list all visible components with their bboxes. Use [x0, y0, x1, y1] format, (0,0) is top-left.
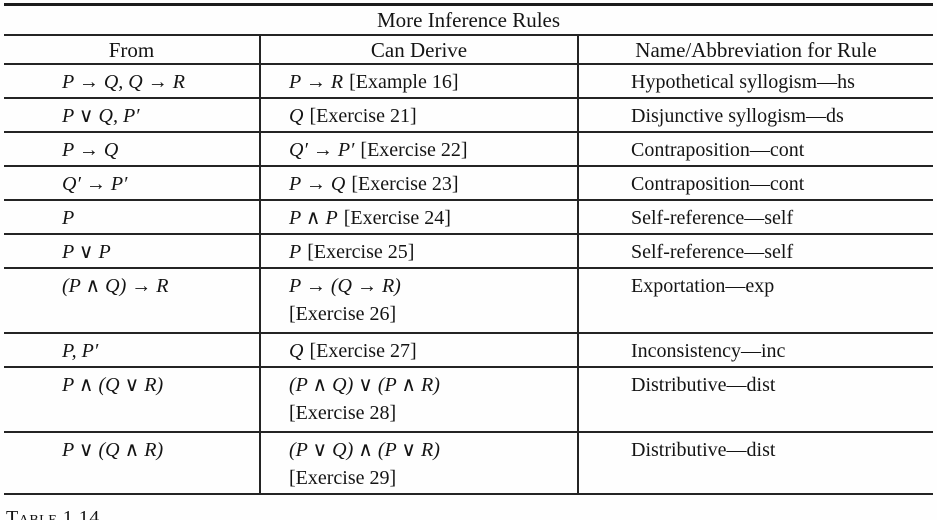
- table-row: P → Q, Q → R P → R [Example 16] Hypotheti…: [4, 64, 933, 99]
- rule-name: Distributive—dist: [631, 439, 776, 461]
- rule-name-cell: Exportation—exp: [577, 268, 933, 334]
- derive-formula: P: [289, 241, 302, 263]
- derive-note: [Exercise 25]: [307, 241, 415, 263]
- from-formula: P → Q: [62, 139, 119, 161]
- rule-name: Contraposition—cont: [631, 139, 805, 161]
- from-formula: Q′ → P′: [62, 173, 128, 195]
- from-formula: P ∨ P: [62, 241, 111, 263]
- rule-name-cell: Disjunctive syllogism—ds: [577, 98, 933, 133]
- derive-formula: P → (Q → R): [289, 275, 401, 297]
- from-cell: (P ∧ Q) → R: [4, 268, 260, 334]
- table-row: P ∨ (Q ∧ R) (P ∨ Q) ∧ (P ∨ R) [Exercise 2…: [4, 432, 933, 495]
- rule-name-cell: Contraposition—cont: [577, 132, 933, 167]
- derive-cell: P → (Q → R) [Exercise 26]: [259, 268, 578, 334]
- rule-name: Distributive—dist: [631, 374, 776, 396]
- table-row: P → Q Q′ → P′ [Exercise 22] Contrapositio…: [4, 132, 933, 167]
- derive-formula: (P ∨ Q) ∧ (P ∨ R): [289, 439, 440, 461]
- derive-note: [Exercise 27]: [309, 340, 417, 362]
- table-row: Q′ → P′ P → Q [Exercise 23] Contrapositio…: [4, 166, 933, 201]
- derive-formula: (P ∧ Q) ∨ (P ∧ R): [289, 374, 440, 396]
- rule-name: Self-reference—self: [631, 207, 794, 229]
- table-body: P → Q, Q → R P → R [Example 16] Hypotheti…: [4, 64, 933, 495]
- column-header-can-derive: Can Derive: [259, 35, 578, 65]
- from-cell: P, P′: [4, 333, 260, 368]
- rule-name: Disjunctive syllogism—ds: [631, 105, 844, 127]
- derive-cell: (P ∧ Q) ∨ (P ∧ R) [Exercise 28]: [259, 367, 578, 433]
- table-row: P ∨ P P [Exercise 25] Self-reference—self: [4, 234, 933, 269]
- table-title: More Inference Rules: [4, 4, 933, 36]
- derive-note: [Exercise 23]: [351, 173, 459, 195]
- derive-cell: (P ∨ Q) ∧ (P ∨ R) [Exercise 29]: [259, 432, 578, 495]
- derive-note: [Exercise 22]: [360, 139, 468, 161]
- from-formula: P ∨ Q, P′: [62, 105, 140, 127]
- derive-note: [Example 16]: [349, 71, 459, 93]
- derive-note: [Exercise 28]: [289, 402, 397, 424]
- from-cell: P → Q, Q → R: [4, 64, 260, 99]
- from-formula: P → Q, Q → R: [62, 71, 185, 93]
- from-cell: P ∨ (Q ∧ R): [4, 432, 260, 495]
- from-cell: P ∨ Q, P′: [4, 98, 260, 133]
- derive-cell: Q′ → P′ [Exercise 22]: [259, 132, 578, 167]
- derive-formula: Q: [289, 340, 304, 362]
- from-formula: (P ∧ Q) → R: [62, 275, 169, 297]
- table-caption: Table 1.14: [6, 507, 100, 520]
- rule-name: Self-reference—self: [631, 241, 794, 263]
- rule-name: Exportation—exp: [631, 275, 775, 297]
- rule-name-cell: Self-reference—self: [577, 234, 933, 269]
- rule-name-cell: Distributive—dist: [577, 432, 933, 495]
- derive-formula: P → R: [289, 71, 344, 93]
- derive-cell: P → R [Example 16]: [259, 64, 578, 99]
- derive-formula: P → Q: [289, 173, 346, 195]
- title-row: More Inference Rules: [4, 4, 933, 36]
- rule-name-cell: Contraposition—cont: [577, 166, 933, 201]
- from-cell: P ∨ P: [4, 234, 260, 269]
- rule-name-cell: Self-reference—self: [577, 200, 933, 235]
- column-header-rule-name: Name/Abbreviation for Rule: [577, 35, 933, 65]
- from-formula: P, P′: [62, 340, 99, 362]
- derive-cell: P ∧ P [Exercise 24]: [259, 200, 578, 235]
- from-formula: P ∧ (Q ∨ R): [62, 374, 164, 396]
- table-row: P ∧ (Q ∨ R) (P ∧ Q) ∨ (P ∧ R) [Exercise 2…: [4, 367, 933, 433]
- table-row: P ∨ Q, P′ Q [Exercise 21] Disjunctive syl…: [4, 98, 933, 133]
- rule-name-cell: Distributive—dist: [577, 367, 933, 433]
- derive-formula: P ∧ P: [289, 207, 338, 229]
- from-cell: P → Q: [4, 132, 260, 167]
- derive-cell: P [Exercise 25]: [259, 234, 578, 269]
- derive-formula: Q: [289, 105, 304, 127]
- column-header-from: From: [4, 35, 260, 65]
- from-formula: P ∨ (Q ∧ R): [62, 439, 164, 461]
- derive-cell: Q [Exercise 21]: [259, 98, 578, 133]
- from-cell: Q′ → P′: [4, 166, 260, 201]
- from-formula: P: [62, 207, 75, 229]
- derive-note: [Exercise 24]: [343, 207, 451, 229]
- inference-rules-table: More Inference Rules From Can Derive Nam…: [4, 3, 933, 495]
- from-cell: P: [4, 200, 260, 235]
- derive-note: [Exercise 21]: [309, 105, 417, 127]
- table-row: P P ∧ P [Exercise 24] Self-reference—self: [4, 200, 933, 235]
- rule-name-cell: Hypothetical syllogism—hs: [577, 64, 933, 99]
- derive-note: [Exercise 26]: [289, 303, 397, 325]
- rule-name: Hypothetical syllogism—hs: [631, 71, 855, 93]
- table-row: P, P′ Q [Exercise 27] Inconsistency—inc: [4, 333, 933, 368]
- rule-name-cell: Inconsistency—inc: [577, 333, 933, 368]
- header-row: From Can Derive Name/Abbreviation for Ru…: [4, 35, 933, 65]
- derive-cell: Q [Exercise 27]: [259, 333, 578, 368]
- table-row: (P ∧ Q) → R P → (Q → R) [Exercise 26] Exp…: [4, 268, 933, 334]
- from-cell: P ∧ (Q ∨ R): [4, 367, 260, 433]
- derive-cell: P → Q [Exercise 23]: [259, 166, 578, 201]
- derive-formula: Q′ → P′: [289, 139, 355, 161]
- rule-name: Inconsistency—inc: [631, 340, 786, 362]
- rule-name: Contraposition—cont: [631, 173, 805, 195]
- derive-note: [Exercise 29]: [289, 467, 397, 489]
